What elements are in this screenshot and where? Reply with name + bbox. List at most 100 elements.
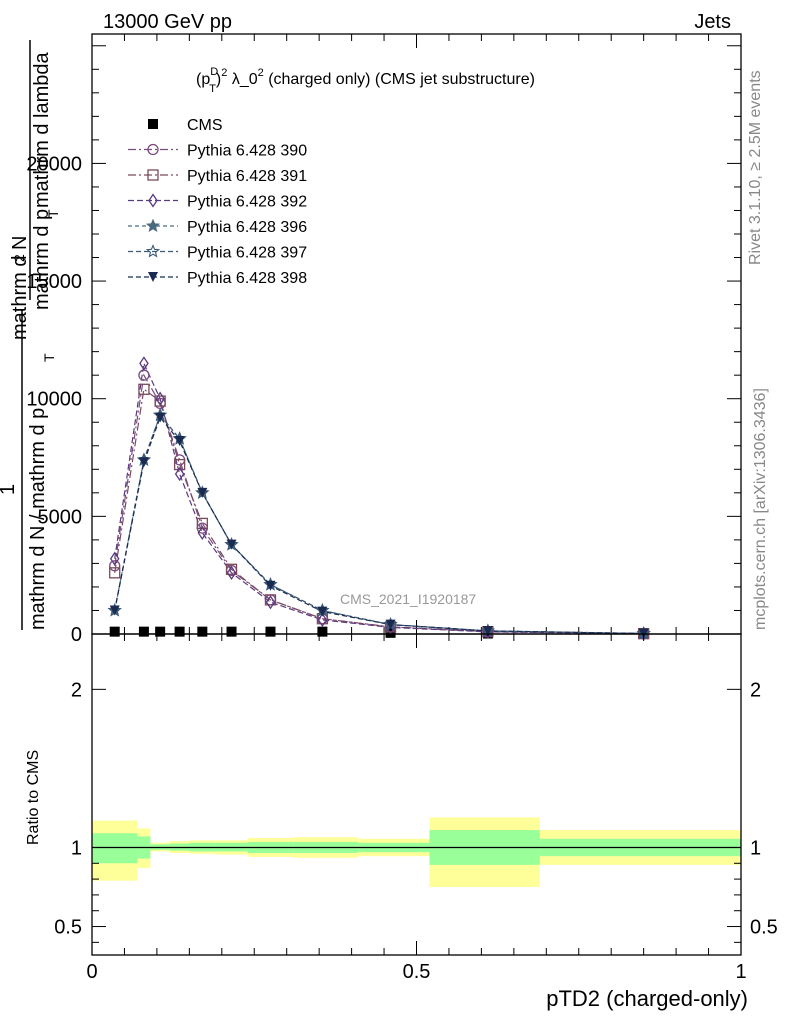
data-point: [109, 626, 120, 637]
legend: CMS Pythia 6.428 390 Pythia 6.428 391 Pythi…: [128, 117, 307, 287]
ylabel-top-2: 2: [11, 254, 27, 262]
legend-label: Pythia 6.428 398: [187, 270, 307, 287]
y-tick-label: 15000: [26, 271, 82, 293]
data-point: [197, 487, 208, 498]
title-sup-2b: 2: [258, 67, 264, 79]
y-axis-label: mathrm d 2 N mathrm d p T mathrm d lambd…: [0, 40, 61, 630]
data-point: [197, 626, 208, 637]
svg-text:mathrm d p: mathrm d p: [31, 209, 53, 310]
data-point: [482, 625, 493, 636]
ylabel-bot-1: mathrm d p: [31, 209, 53, 310]
data-point: [155, 391, 165, 406]
legend-marker: [148, 193, 158, 208]
ylabel-frac-1: 1: [0, 484, 19, 495]
data-point: [265, 626, 276, 637]
ylabel-frac-den-2: T: [41, 353, 57, 362]
ratio-y-tick-label: 2: [71, 679, 82, 701]
legend-marker: [147, 143, 159, 156]
x-axis-label: pTD2 (charged-only): [546, 986, 748, 1011]
legend-marker: [145, 244, 161, 258]
y-tick-label: 5000: [38, 506, 83, 528]
title-mid: λ_0: [227, 71, 257, 88]
ratio-plot-panel: 0 0.5 10.5 0.51 12 2: [54, 633, 778, 983]
process-label: Jets: [694, 11, 731, 33]
x-tick-label: 1: [735, 961, 746, 983]
data-point: [226, 565, 237, 580]
data-point: [264, 594, 277, 606]
series-line: [114, 414, 644, 635]
title-sub-t: T: [209, 83, 216, 95]
main-plot-panel: 0 5000 10000 15000 20000: [26, 33, 742, 646]
title-tail: (charged only) (CMS jet substructure): [264, 71, 535, 88]
data-point: [138, 383, 150, 395]
chart-title: (pD T)2 λ_02 (charged only) (CMS jet subs…: [196, 66, 535, 95]
data-point: [138, 626, 149, 637]
data-point: [174, 466, 185, 482]
ratio-y-tick-label-right: 1: [750, 837, 761, 859]
ratio-y-tick-label: 1: [71, 837, 82, 859]
data-point: [226, 626, 237, 637]
data-point: [226, 539, 237, 550]
svg-text:mathrm d: mathrm d: [9, 256, 31, 340]
ratio-y-tick-label-right: 2: [750, 679, 761, 701]
x-tick-label: 0: [86, 961, 97, 983]
analysis-watermark: CMS_2021_I1920187: [340, 591, 476, 607]
ylabel-top-1: mathrm d: [9, 256, 31, 340]
legend-label: CMS: [187, 117, 223, 134]
ylabel-bot-3: mathrm d lambda: [31, 52, 53, 208]
data-point: [174, 626, 185, 637]
ratio-y-tick-label-right: 0.5: [750, 917, 778, 939]
legend-marker: [148, 119, 158, 129]
svg-text:1: 1: [0, 484, 19, 495]
energy-label: 13000 GeV pp: [103, 11, 232, 33]
legend-label: Pythia 6.428 390: [187, 143, 307, 160]
title-close: ): [216, 71, 221, 88]
data-point: [109, 551, 120, 566]
data-point: [109, 605, 120, 616]
series-line: [114, 361, 644, 635]
legend-marker: [147, 169, 159, 181]
svg-text:mathrm d lambda: mathrm d lambda: [31, 52, 53, 208]
data-point: [155, 412, 166, 423]
title-sup-d: D: [210, 66, 218, 78]
x-tick-label: 0.5: [403, 961, 431, 983]
data-point: [317, 612, 328, 628]
data-point: [139, 356, 149, 371]
data-point: [317, 606, 328, 617]
data-point: [265, 595, 276, 610]
data-point: [138, 457, 149, 468]
legend-label: Pythia 6.428 392: [187, 194, 307, 211]
data-point: [154, 395, 166, 407]
ylabel-frac-den-1: mathrm d N / mathrm d p: [27, 408, 49, 630]
ratio-y-tick-label: 0.5: [54, 917, 82, 939]
data-point: [174, 436, 185, 447]
data-point: [109, 567, 121, 579]
data-point: [265, 580, 276, 591]
ratio-y-axis-label: Ratio to CMS: [25, 750, 42, 845]
svg-text:N: N: [9, 236, 31, 250]
ratio-inner-band: [92, 833, 138, 864]
data-point: [109, 560, 121, 572]
legend-marker: [145, 218, 161, 233]
svg-text:mathrm d N / mathrm d p: mathrm d N / mathrm d p: [27, 408, 49, 630]
title-part-p: (p: [196, 71, 210, 88]
svg-text:T: T: [41, 353, 57, 362]
data-point: [317, 626, 328, 637]
legend-label: Pythia 6.428 397: [187, 245, 307, 262]
ylabel-top-3: N: [9, 236, 31, 250]
mcplots-label: mcplots.cern.ch [arXiv:1306.3436]: [752, 388, 769, 630]
data-point: [155, 626, 166, 637]
rivet-label: Rivet 3.1.10, ≥ 2.5M events: [747, 70, 764, 265]
y-tick-label: 10000: [26, 389, 82, 411]
legend-label: Pythia 6.428 391: [187, 168, 307, 185]
data-point: [173, 458, 186, 471]
svg-text:2: 2: [11, 254, 27, 262]
legend-label: Pythia 6.428 396: [187, 219, 307, 236]
svg-text:T: T: [45, 209, 61, 218]
y-tick-label: 0: [71, 624, 82, 646]
y-tick-label: 20000: [26, 153, 82, 175]
ratio-plot-frame: [91, 633, 742, 956]
title-sup-2a: 2: [221, 67, 227, 79]
ylabel-bot-2: T: [45, 209, 61, 218]
